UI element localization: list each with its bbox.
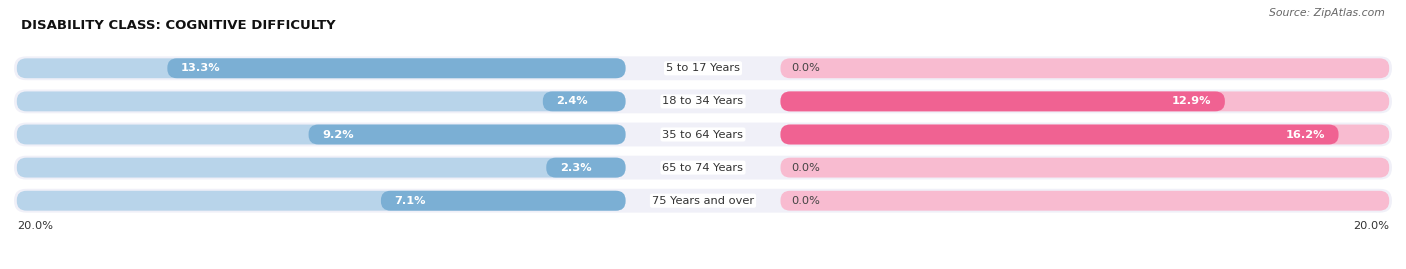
Text: 16.2%: 16.2% bbox=[1285, 129, 1324, 140]
FancyBboxPatch shape bbox=[17, 58, 626, 78]
FancyBboxPatch shape bbox=[780, 125, 1389, 144]
FancyBboxPatch shape bbox=[780, 91, 1225, 111]
FancyBboxPatch shape bbox=[17, 158, 626, 178]
Text: Source: ZipAtlas.com: Source: ZipAtlas.com bbox=[1270, 8, 1385, 18]
FancyBboxPatch shape bbox=[14, 156, 1392, 179]
Text: 65 to 74 Years: 65 to 74 Years bbox=[662, 162, 744, 173]
Text: 5 to 17 Years: 5 to 17 Years bbox=[666, 63, 740, 73]
FancyBboxPatch shape bbox=[167, 58, 626, 78]
FancyBboxPatch shape bbox=[780, 125, 1339, 144]
FancyBboxPatch shape bbox=[17, 191, 626, 211]
Text: 20.0%: 20.0% bbox=[1353, 221, 1389, 231]
FancyBboxPatch shape bbox=[17, 91, 626, 111]
Text: 9.2%: 9.2% bbox=[322, 129, 354, 140]
Text: 7.1%: 7.1% bbox=[395, 196, 426, 206]
FancyBboxPatch shape bbox=[14, 90, 1392, 113]
FancyBboxPatch shape bbox=[780, 91, 1389, 111]
FancyBboxPatch shape bbox=[780, 58, 1389, 78]
FancyBboxPatch shape bbox=[780, 191, 1389, 211]
FancyBboxPatch shape bbox=[547, 158, 626, 178]
FancyBboxPatch shape bbox=[543, 91, 626, 111]
Text: 12.9%: 12.9% bbox=[1171, 96, 1211, 107]
FancyBboxPatch shape bbox=[14, 56, 1392, 80]
Text: 18 to 34 Years: 18 to 34 Years bbox=[662, 96, 744, 107]
FancyBboxPatch shape bbox=[14, 123, 1392, 146]
Text: DISABILITY CLASS: COGNITIVE DIFFICULTY: DISABILITY CLASS: COGNITIVE DIFFICULTY bbox=[21, 19, 336, 32]
Text: 20.0%: 20.0% bbox=[17, 221, 53, 231]
FancyBboxPatch shape bbox=[780, 158, 1389, 178]
FancyBboxPatch shape bbox=[17, 125, 626, 144]
Text: 0.0%: 0.0% bbox=[790, 162, 820, 173]
Text: 13.3%: 13.3% bbox=[181, 63, 221, 73]
Text: 0.0%: 0.0% bbox=[790, 63, 820, 73]
Text: 35 to 64 Years: 35 to 64 Years bbox=[662, 129, 744, 140]
FancyBboxPatch shape bbox=[14, 189, 1392, 213]
FancyBboxPatch shape bbox=[381, 191, 626, 211]
Text: 2.4%: 2.4% bbox=[557, 96, 588, 107]
Text: 0.0%: 0.0% bbox=[790, 196, 820, 206]
Text: 75 Years and over: 75 Years and over bbox=[652, 196, 754, 206]
Text: 2.3%: 2.3% bbox=[560, 162, 592, 173]
FancyBboxPatch shape bbox=[308, 125, 626, 144]
